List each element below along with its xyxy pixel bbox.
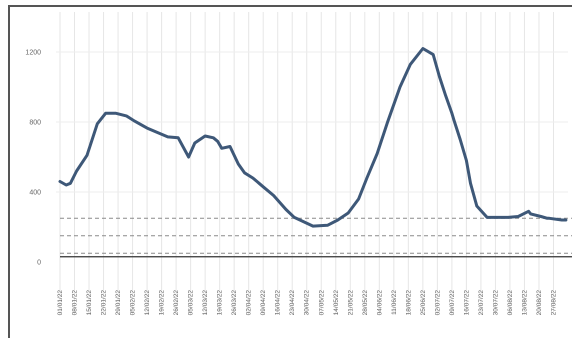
horizontal-gridlines	[56, 51, 568, 193]
series-group	[58, 47, 568, 228]
x-tick-label: 30/04/22	[304, 290, 311, 316]
x-tick-label: 14/05/22	[333, 290, 340, 316]
x-tick-label: 23/04/22	[289, 290, 296, 316]
y-axis-ticks: 0 400 800 1200	[25, 50, 41, 267]
x-tick-label: 21/05/22	[347, 290, 354, 316]
x-tick-label: 26/03/22	[231, 290, 238, 316]
y-tick-label: 1200	[25, 50, 41, 57]
x-tick-label: 27/08/22	[550, 290, 557, 316]
x-tick-label: 05/02/22	[130, 290, 137, 316]
frame-border-line	[8, 5, 572, 338]
series-line	[58, 47, 568, 228]
x-tick-label: 12/03/22	[202, 290, 209, 316]
x-axis-ticks: 01/01/22 08/01/22 15/01/22 22/01/22 29/01/22…	[57, 290, 557, 316]
x-tick-label: 16/04/22	[275, 290, 282, 316]
x-tick-label: 28/05/22	[362, 290, 369, 316]
x-tick-label: 09/04/22	[260, 290, 267, 316]
x-tick-label: 06/08/22	[507, 290, 514, 316]
reference-lines	[60, 217, 572, 258]
x-tick-label: 09/07/22	[449, 290, 456, 316]
x-tick-label: 15/01/22	[86, 290, 93, 316]
x-tick-label: 19/02/22	[159, 290, 166, 316]
x-tick-label: 01/01/22	[57, 290, 64, 316]
chart-frame-border	[8, 5, 572, 338]
x-tick-label: 13/08/22	[521, 290, 528, 316]
x-tick-label: 11/06/22	[391, 290, 398, 315]
x-tick-label: 20/08/22	[536, 290, 543, 316]
vertical-gridlines	[59, 12, 554, 315]
x-tick-label: 18/06/22	[405, 290, 412, 316]
x-tick-label: 02/04/22	[246, 290, 253, 316]
y-tick-label: 0	[37, 260, 41, 267]
x-tick-label: 29/01/22	[115, 290, 122, 316]
x-tick-label: 25/06/22	[420, 290, 427, 316]
x-tick-label: 19/03/22	[217, 290, 224, 316]
y-tick-label: 400	[29, 190, 41, 197]
x-tick-label: 12/02/22	[144, 290, 151, 316]
y-tick-label: 800	[29, 120, 41, 127]
x-tick-label: 30/07/22	[492, 290, 499, 316]
x-tick-label: 22/01/22	[101, 290, 108, 316]
x-tick-label: 05/03/22	[188, 290, 195, 316]
x-tick-label: 04/06/22	[376, 290, 383, 316]
x-tick-label: 23/07/22	[478, 290, 485, 316]
x-tick-label: 26/02/22	[173, 290, 180, 316]
x-tick-label: 07/05/22	[318, 290, 325, 316]
x-tick-label: 08/01/22	[72, 290, 79, 316]
x-tick-label: 02/07/22	[434, 290, 441, 316]
x-tick-label: 16/07/22	[463, 290, 470, 316]
